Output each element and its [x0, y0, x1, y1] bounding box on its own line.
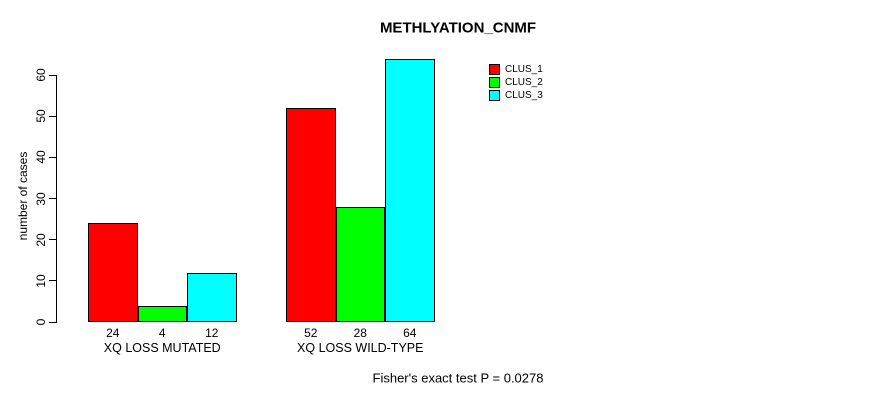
legend-label: CLUS_3	[505, 90, 543, 101]
category-label: XQ LOSS MUTATED	[103, 341, 221, 355]
bar-clus_1-group1	[88, 223, 138, 322]
bar-clus_3-group1	[187, 272, 237, 322]
y-tick-label: 50	[34, 109, 48, 123]
bar-clus_1-group2	[286, 107, 336, 322]
chart-title: METHLYATION_CNMF	[379, 19, 537, 37]
y-tick	[49, 115, 56, 117]
legend-swatch-clus_3	[489, 90, 500, 101]
legend-item: CLUS_3	[489, 89, 543, 102]
y-tick-label: 0	[34, 318, 48, 326]
y-tick-label: 10	[34, 274, 48, 288]
bar-value-label: 52	[304, 326, 318, 340]
legend: CLUS_1 CLUS_2 CLUS_3	[489, 63, 543, 102]
bar-value-label: 64	[403, 326, 417, 340]
y-tick	[49, 74, 56, 76]
y-tick-label: 30	[34, 191, 48, 206]
category-label: XQ LOSS WILD-TYPE	[297, 341, 424, 355]
y-tick-label: 40	[34, 150, 48, 165]
footnote-pvalue: Fisher's exact test P = 0.0278	[372, 370, 544, 386]
bar-value-label: 28	[353, 326, 367, 340]
y-axis-line	[56, 75, 57, 323]
legend-label: CLUS_2	[505, 77, 543, 88]
bar-value-label: 12	[205, 326, 219, 340]
y-tick	[49, 321, 56, 323]
bar-clus_3-group2	[385, 58, 435, 322]
y-tick	[49, 156, 56, 158]
bar-clus_2-group1	[137, 305, 187, 322]
legend-label: CLUS_1	[505, 64, 543, 75]
y-tick-label: 20	[34, 232, 48, 247]
legend-swatch-clus_2	[489, 77, 500, 88]
bar-clus_2-group2	[335, 206, 385, 322]
y-axis-label: number of cases	[16, 151, 30, 241]
y-tick	[49, 239, 56, 241]
y-tick-label: 60	[34, 68, 48, 82]
y-tick	[49, 198, 56, 199]
legend-item: CLUS_2	[489, 76, 543, 89]
bar-value-label: 24	[106, 326, 120, 340]
legend-item: CLUS_1	[489, 63, 543, 76]
legend-swatch-clus_1	[489, 64, 500, 75]
y-tick	[49, 280, 56, 282]
bar-value-label: 4	[158, 326, 166, 340]
